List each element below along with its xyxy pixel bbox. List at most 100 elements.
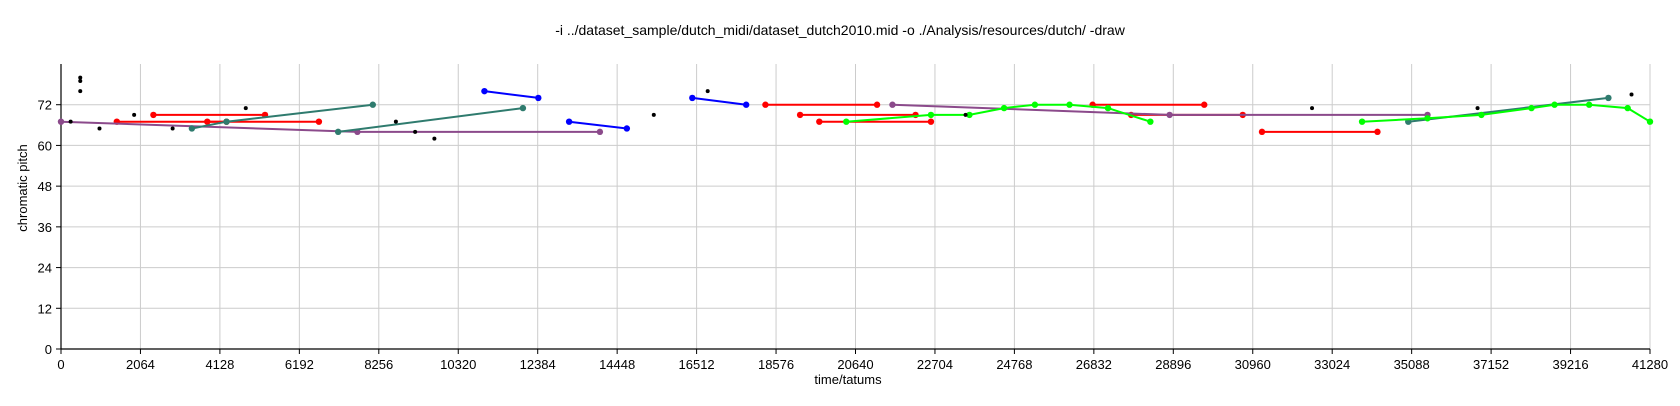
series-point [1258,128,1266,136]
series-point [565,118,573,125]
scatter-point [432,136,437,141]
series-point [843,118,850,125]
series-18 [1358,101,1654,125]
y-tick-label: 12 [38,301,52,316]
series-point [1104,104,1112,112]
series-15 [565,118,631,132]
scatter-point [413,129,418,134]
scatter-point [1310,106,1315,111]
series-point [57,118,65,125]
series-point [1358,118,1366,125]
scatter-point [1475,106,1480,111]
x-tick-label: 24768 [996,357,1032,372]
series-line [1362,103,1651,123]
series-point [1585,101,1593,108]
series-point [1424,115,1431,122]
series-line [191,103,373,130]
series-point [1374,128,1381,136]
series-point [1551,101,1558,108]
series-point [1624,104,1631,112]
series-point [1166,111,1173,119]
series-point [796,111,804,119]
y-tick-label: 0 [45,342,52,357]
series-point [1478,111,1485,119]
series-line [568,120,628,130]
series-point [1066,101,1073,108]
x-tick-label: 8256 [364,357,393,372]
grid-layer [60,64,1651,350]
x-tick-label: 26832 [1076,357,1112,372]
series-point [873,101,881,108]
x-tick-label: 33024 [1314,357,1350,372]
scatter-point [78,78,83,83]
x-tick-label: 18576 [758,357,794,372]
x-tick-label: 39216 [1552,357,1588,372]
series-point [927,118,935,125]
x-axis-label: time/tatums [814,372,882,387]
axis-layer: 0 2064 4128 6192 8256 10320 12384 14448 16512 185… [38,64,1668,372]
x-tick-label: 16512 [679,357,715,372]
series-point [519,104,527,112]
x-tick-label: 30960 [1235,357,1271,372]
series-16 [689,94,750,108]
series-point [1605,94,1612,102]
y-tick-label: 24 [38,261,52,276]
x-tick-label: 20640 [837,357,873,372]
y-axis-label: chromatic pitch [15,144,30,231]
series-13 [1405,94,1612,125]
y-tick-label: 60 [38,138,52,153]
series-point [334,128,342,136]
series-point [150,111,157,119]
x-tick-label: 37152 [1473,357,1509,372]
series-line [484,90,539,99]
scatter-point [963,112,968,117]
series-line [60,120,600,133]
series-point [816,118,823,125]
scatter-point [170,126,175,131]
series-line [692,96,747,106]
x-tick-label: 4128 [205,357,234,372]
scatter-point [705,89,710,94]
y-tick-label: 72 [38,98,52,113]
series-8 [1258,128,1381,136]
x-tick-label: 2064 [126,357,155,372]
series-point [889,101,896,108]
x-tick-label: 10320 [440,357,476,372]
series-point [596,128,604,136]
series-point [188,125,196,132]
series-point [1646,118,1654,125]
series-point [966,111,973,119]
series-layer [57,87,1654,136]
series-point [1201,101,1208,108]
series-11 [188,101,376,132]
series-point [315,118,323,125]
points-layer [68,75,1634,141]
series-5 [816,118,935,125]
series-point [689,94,696,102]
x-tick-label: 12384 [520,357,556,372]
scatter-point [132,112,137,117]
series-line [338,107,524,133]
series-point [204,118,211,125]
x-tick-label: 22704 [917,357,953,372]
scatter-point [1629,92,1634,97]
scatter-point [78,89,83,94]
series-14 [481,87,542,102]
series-point [1528,104,1535,112]
series-17 [843,101,1154,125]
x-tick-label: 41280 [1632,357,1668,372]
series-point [742,101,750,108]
scatter-point [97,126,102,131]
x-tick-label: 0 [57,357,64,372]
chart-title: -i ../dataset_sample/dutch_midi/dataset_… [555,22,1125,38]
x-tick-label: 6192 [285,357,314,372]
series-line [846,103,1151,123]
series-point [223,118,230,125]
series-point [927,111,935,119]
series-1 [150,111,269,119]
series-12 [334,104,527,136]
scatter-point [393,119,398,124]
series-point [1147,118,1154,125]
